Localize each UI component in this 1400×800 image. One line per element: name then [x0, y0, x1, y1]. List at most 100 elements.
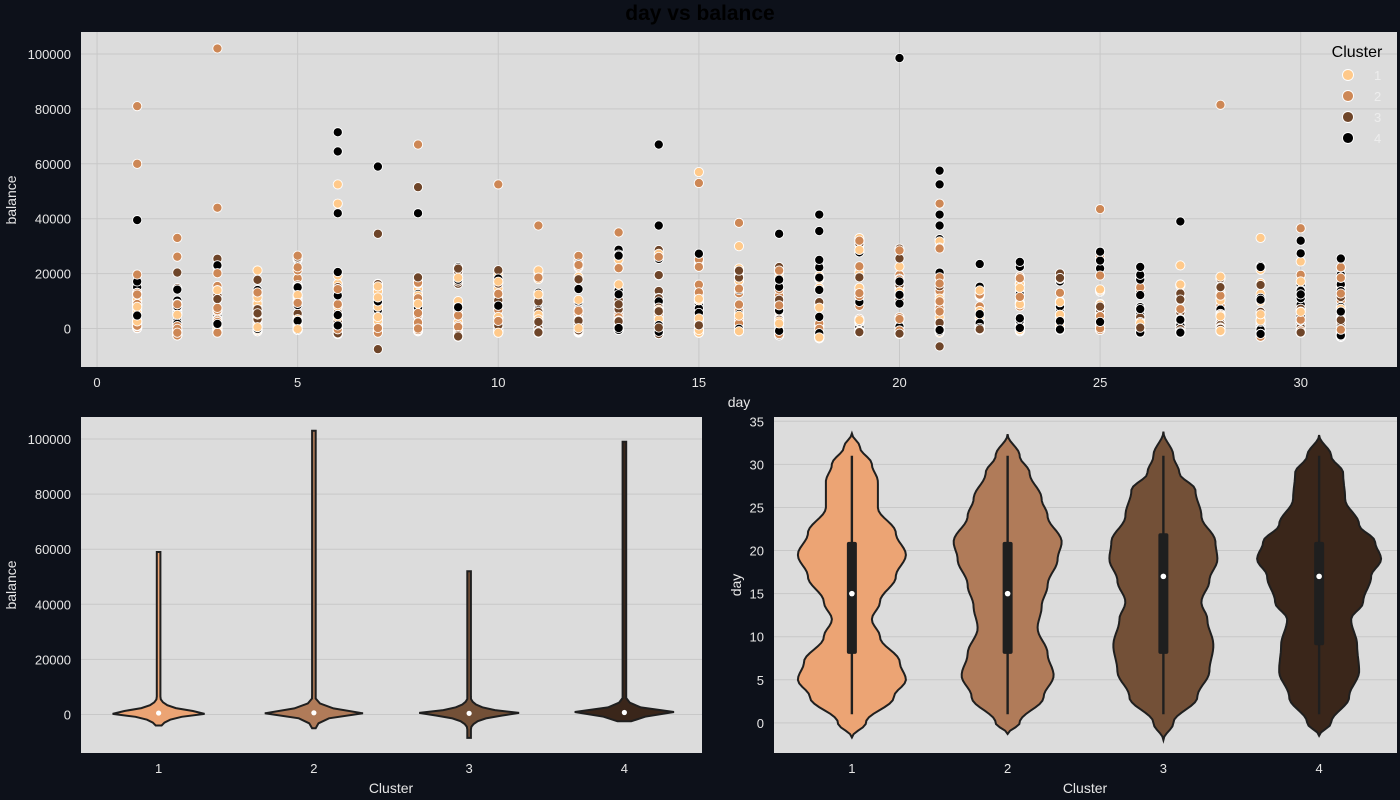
day-violin-y-tick-label: 5	[757, 673, 764, 688]
scatter-y-tick-label: 100000	[28, 47, 71, 62]
scatter-point	[693, 166, 704, 178]
scatter-point	[1335, 314, 1346, 326]
scatter-point	[733, 241, 745, 252]
scatter-point	[332, 179, 343, 190]
scatter-point	[934, 220, 945, 231]
scatter-point	[412, 208, 424, 219]
scatter-point	[132, 269, 143, 280]
scatter-point	[1175, 294, 1186, 305]
scatter-point	[653, 306, 664, 317]
balance-violin-y-label: balance	[3, 560, 19, 609]
scatter-point	[854, 288, 865, 299]
scatter-x-label: day	[728, 394, 751, 410]
scatter-legend: Cluster 1 2 3 4	[1332, 44, 1383, 146]
scatter-point	[533, 220, 544, 231]
balance-violin-x-tick-label: 4	[621, 761, 628, 776]
scatter-point	[132, 289, 143, 300]
scatter-x-tick-label: 0	[93, 375, 100, 390]
scatter-x-tick-label: 20	[892, 375, 906, 390]
scatter-point	[372, 344, 383, 355]
scatter-point	[1335, 306, 1346, 317]
scatter-point	[212, 285, 223, 296]
balance-violin-cluster-3	[419, 570, 520, 739]
day-violin-x-label: Cluster	[1063, 780, 1108, 796]
scatter-point	[1175, 279, 1186, 290]
scatter-point	[1215, 311, 1226, 322]
scatter-point	[453, 302, 464, 313]
scatter-point	[212, 293, 223, 305]
scatter-point	[1255, 309, 1266, 320]
scatter-point	[332, 266, 343, 278]
scatter-point	[934, 165, 945, 176]
scatter-y-tick-label: 20000	[35, 267, 71, 282]
scatter-point	[1014, 322, 1025, 334]
scatter-point	[533, 289, 544, 300]
scatter-x-tick-label: 30	[1293, 375, 1307, 390]
scatter-point	[1014, 273, 1025, 284]
legend-label-cluster-4: 4	[1374, 131, 1381, 146]
scatter-point	[653, 251, 664, 262]
scatter-point	[252, 287, 263, 298]
scatter-point	[132, 101, 143, 112]
scatter-point	[693, 261, 704, 272]
scatter-point	[854, 244, 865, 255]
scatter-point	[493, 327, 504, 338]
scatter-point	[774, 300, 785, 311]
scatter-point	[212, 302, 223, 313]
scatter-point	[934, 306, 945, 317]
scatter-point	[934, 278, 945, 289]
scatter-point	[1335, 272, 1346, 283]
scatter-point	[1054, 297, 1066, 308]
scatter-point	[332, 310, 343, 321]
balance-violin-x-tick-label: 3	[466, 761, 473, 776]
scatter-point	[573, 294, 584, 305]
scatter-point	[252, 265, 263, 276]
scatter-point	[1014, 291, 1025, 302]
balance-violin-x-label: Cluster	[369, 780, 414, 796]
scatter-point	[453, 263, 464, 274]
scatter-point	[172, 232, 183, 243]
scatter-point	[934, 179, 945, 190]
scatter-point	[372, 228, 383, 239]
balance-violin-median	[466, 710, 472, 716]
scatter-point	[814, 302, 825, 313]
scatter-point	[814, 209, 825, 220]
scatter-point	[1175, 327, 1186, 338]
scatter-point	[733, 217, 745, 228]
day-violin-chart: 0 5 10 15 20 25 30 35 1 2 3 4 Cluster day	[728, 414, 1397, 796]
scatter-point	[934, 243, 945, 254]
scatter-point	[613, 227, 624, 238]
balance-violins	[112, 429, 675, 739]
figure-title: day vs balance	[625, 2, 774, 25]
scatter-point	[1215, 325, 1226, 337]
scatter-point	[493, 300, 504, 311]
day-violin-y-tick-label: 10	[750, 630, 764, 645]
scatter-point	[1295, 276, 1306, 287]
scatter-point	[693, 248, 704, 259]
scatter-point	[1295, 248, 1306, 259]
day-violin-y-tick-label: 0	[757, 716, 764, 731]
scatter-point	[1295, 235, 1306, 246]
scatter-point	[814, 311, 825, 322]
scatter-point	[332, 208, 343, 219]
scatter-point	[894, 53, 905, 64]
scatter-point	[1135, 290, 1146, 301]
legend-label-cluster-2: 2	[1374, 89, 1381, 104]
scatter-point	[493, 288, 504, 299]
scatter-point	[934, 341, 945, 352]
scatter-point	[573, 259, 584, 271]
scatter-point	[212, 327, 223, 338]
scatter-point	[493, 315, 504, 327]
scatter-point	[1135, 322, 1146, 333]
scatter-y-tick-label: 0	[64, 322, 71, 337]
scatter-point	[854, 315, 865, 326]
scatter-point	[733, 299, 745, 310]
scatter-point	[934, 325, 945, 336]
scatter-x-tick-label: 25	[1093, 375, 1107, 390]
balance-violin-median	[311, 710, 317, 716]
scatter-point	[613, 322, 624, 334]
scatter-point	[533, 316, 544, 327]
scatter-point	[653, 322, 664, 333]
scatter-point	[814, 272, 825, 283]
scatter-point	[332, 127, 343, 138]
